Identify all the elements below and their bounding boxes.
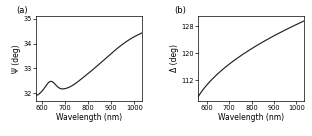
Y-axis label: Δ (deg): Δ (deg) — [170, 44, 179, 72]
X-axis label: Wavelength (nm): Wavelength (nm) — [218, 113, 284, 122]
Text: (a): (a) — [17, 6, 28, 15]
Y-axis label: Ψ (deg): Ψ (deg) — [12, 44, 21, 73]
Text: (b): (b) — [174, 6, 186, 15]
X-axis label: Wavelength (nm): Wavelength (nm) — [56, 113, 122, 122]
